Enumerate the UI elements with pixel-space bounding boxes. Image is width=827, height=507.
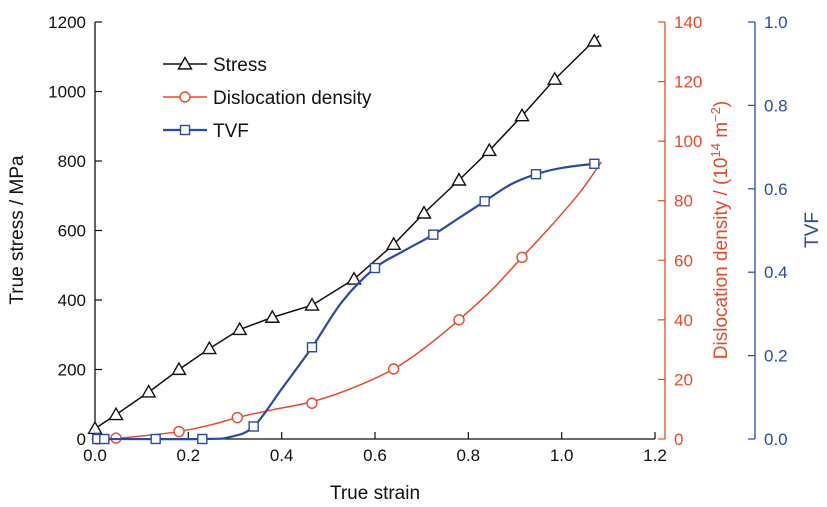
x-tick-label: 0.0	[83, 446, 107, 465]
left-axis-label: True stress / MPa	[7, 155, 28, 305]
data-point-stress	[231, 321, 248, 336]
right1-tick-label: 60	[674, 251, 693, 270]
data-point-stress	[304, 297, 320, 311]
data-point-stress	[87, 420, 103, 435]
data-point-stress	[264, 309, 281, 323]
series-dislocation-density	[91, 161, 602, 445]
right1-axis-label: Dislocation density / (1014 m−2)	[708, 101, 732, 359]
legend-label: Stress	[213, 55, 267, 76]
legend-item-tvf: TVF	[163, 121, 249, 142]
series-line-stress	[94, 35, 600, 430]
right2-tick-label: 0.0	[764, 430, 788, 449]
axis-labels: True strain True stress / MPa Dislocatio…	[7, 101, 823, 504]
data-point-tvf	[306, 342, 318, 353]
data-point-dislocation-density	[387, 363, 400, 375]
legend-marker	[177, 56, 193, 70]
series-tvf	[92, 158, 600, 445]
right1-tick-label: 0	[674, 430, 683, 449]
legend-label: TVF	[213, 121, 249, 142]
series-line-tvf	[94, 162, 595, 441]
axes-layer: 0.0 0.2 0.4 0.6 0.8 1.0 1.20200400600800100012…	[48, 13, 787, 465]
data-point-stress	[140, 384, 157, 398]
right2-axis-label: TVF	[802, 212, 823, 248]
right2-tick-label: 0.2	[764, 347, 788, 366]
left-tick-label: 800	[58, 152, 86, 171]
data-point-stress	[586, 33, 603, 47]
legend-item-stress: Stress	[163, 55, 267, 76]
legend-marker	[179, 91, 191, 103]
legend: Stress Dislocation density TVF	[163, 55, 372, 142]
x-tick-label: 1.0	[550, 446, 574, 465]
left-tick-label: 1200	[48, 13, 86, 32]
data-point-dislocation-density	[306, 397, 318, 409]
x-tick-label: 0.4	[270, 446, 294, 465]
data-point-stress	[451, 172, 467, 186]
data-point-tvf	[428, 229, 439, 240]
data-point-tvf	[479, 196, 490, 207]
data-point-tvf	[589, 158, 600, 169]
data-point-dislocation-density	[516, 251, 528, 264]
x-tick-label: 0.6	[363, 446, 387, 465]
x-tick-label: 0.8	[457, 446, 481, 465]
series-line-dislocation-density	[94, 161, 602, 440]
right1-tick-label: 40	[674, 311, 693, 330]
right2-tick-label: 0.4	[764, 263, 788, 282]
legend-marker	[179, 124, 191, 136]
left-tick-label: 600	[58, 222, 86, 241]
series-stress	[87, 33, 603, 435]
data-point-tvf	[248, 421, 259, 432]
right2-tick-label: 0.6	[764, 180, 788, 199]
data-point-tvf	[369, 262, 381, 274]
right1-tick-label: 120	[674, 73, 702, 92]
right1-tick-label: 20	[674, 370, 693, 389]
data-point-tvf	[197, 433, 208, 445]
left-tick-label: 0	[77, 430, 86, 449]
data-point-tvf	[530, 169, 542, 180]
left-tick-label: 200	[58, 361, 86, 380]
data-point-dislocation-density	[173, 425, 185, 438]
data-point-dislocation-density	[231, 411, 244, 424]
data-point-stress	[171, 361, 187, 376]
data-point-stress	[108, 406, 124, 421]
data-point-tvf	[99, 433, 110, 445]
data-point-dislocation-density	[453, 314, 465, 326]
left-tick-label: 1000	[48, 83, 86, 102]
data-point-stress	[416, 205, 432, 219]
data-point-stress	[546, 71, 563, 85]
data-point-tvf	[150, 433, 161, 445]
left-tick-label: 400	[58, 291, 86, 310]
data-point-stress	[481, 142, 498, 157]
right2-tick-label: 1.0	[764, 13, 788, 32]
right2-tick-label: 0.8	[764, 96, 788, 115]
right1-tick-label: 100	[674, 132, 702, 151]
legend-item-dislocation-density: Dislocation density	[163, 88, 372, 109]
x-tick-label: 0.2	[177, 446, 201, 465]
data-point-stress	[514, 107, 530, 122]
right1-tick-label: 80	[674, 192, 693, 211]
series-layer	[87, 33, 603, 445]
x-axis-label: True strain	[330, 483, 420, 504]
data-point-stress	[346, 271, 362, 285]
x-tick-label: 1.2	[643, 446, 667, 465]
data-point-stress	[201, 340, 218, 355]
data-point-stress	[385, 236, 402, 250]
right1-tick-label: 140	[674, 13, 702, 32]
legend-label: Dislocation density	[213, 88, 372, 109]
